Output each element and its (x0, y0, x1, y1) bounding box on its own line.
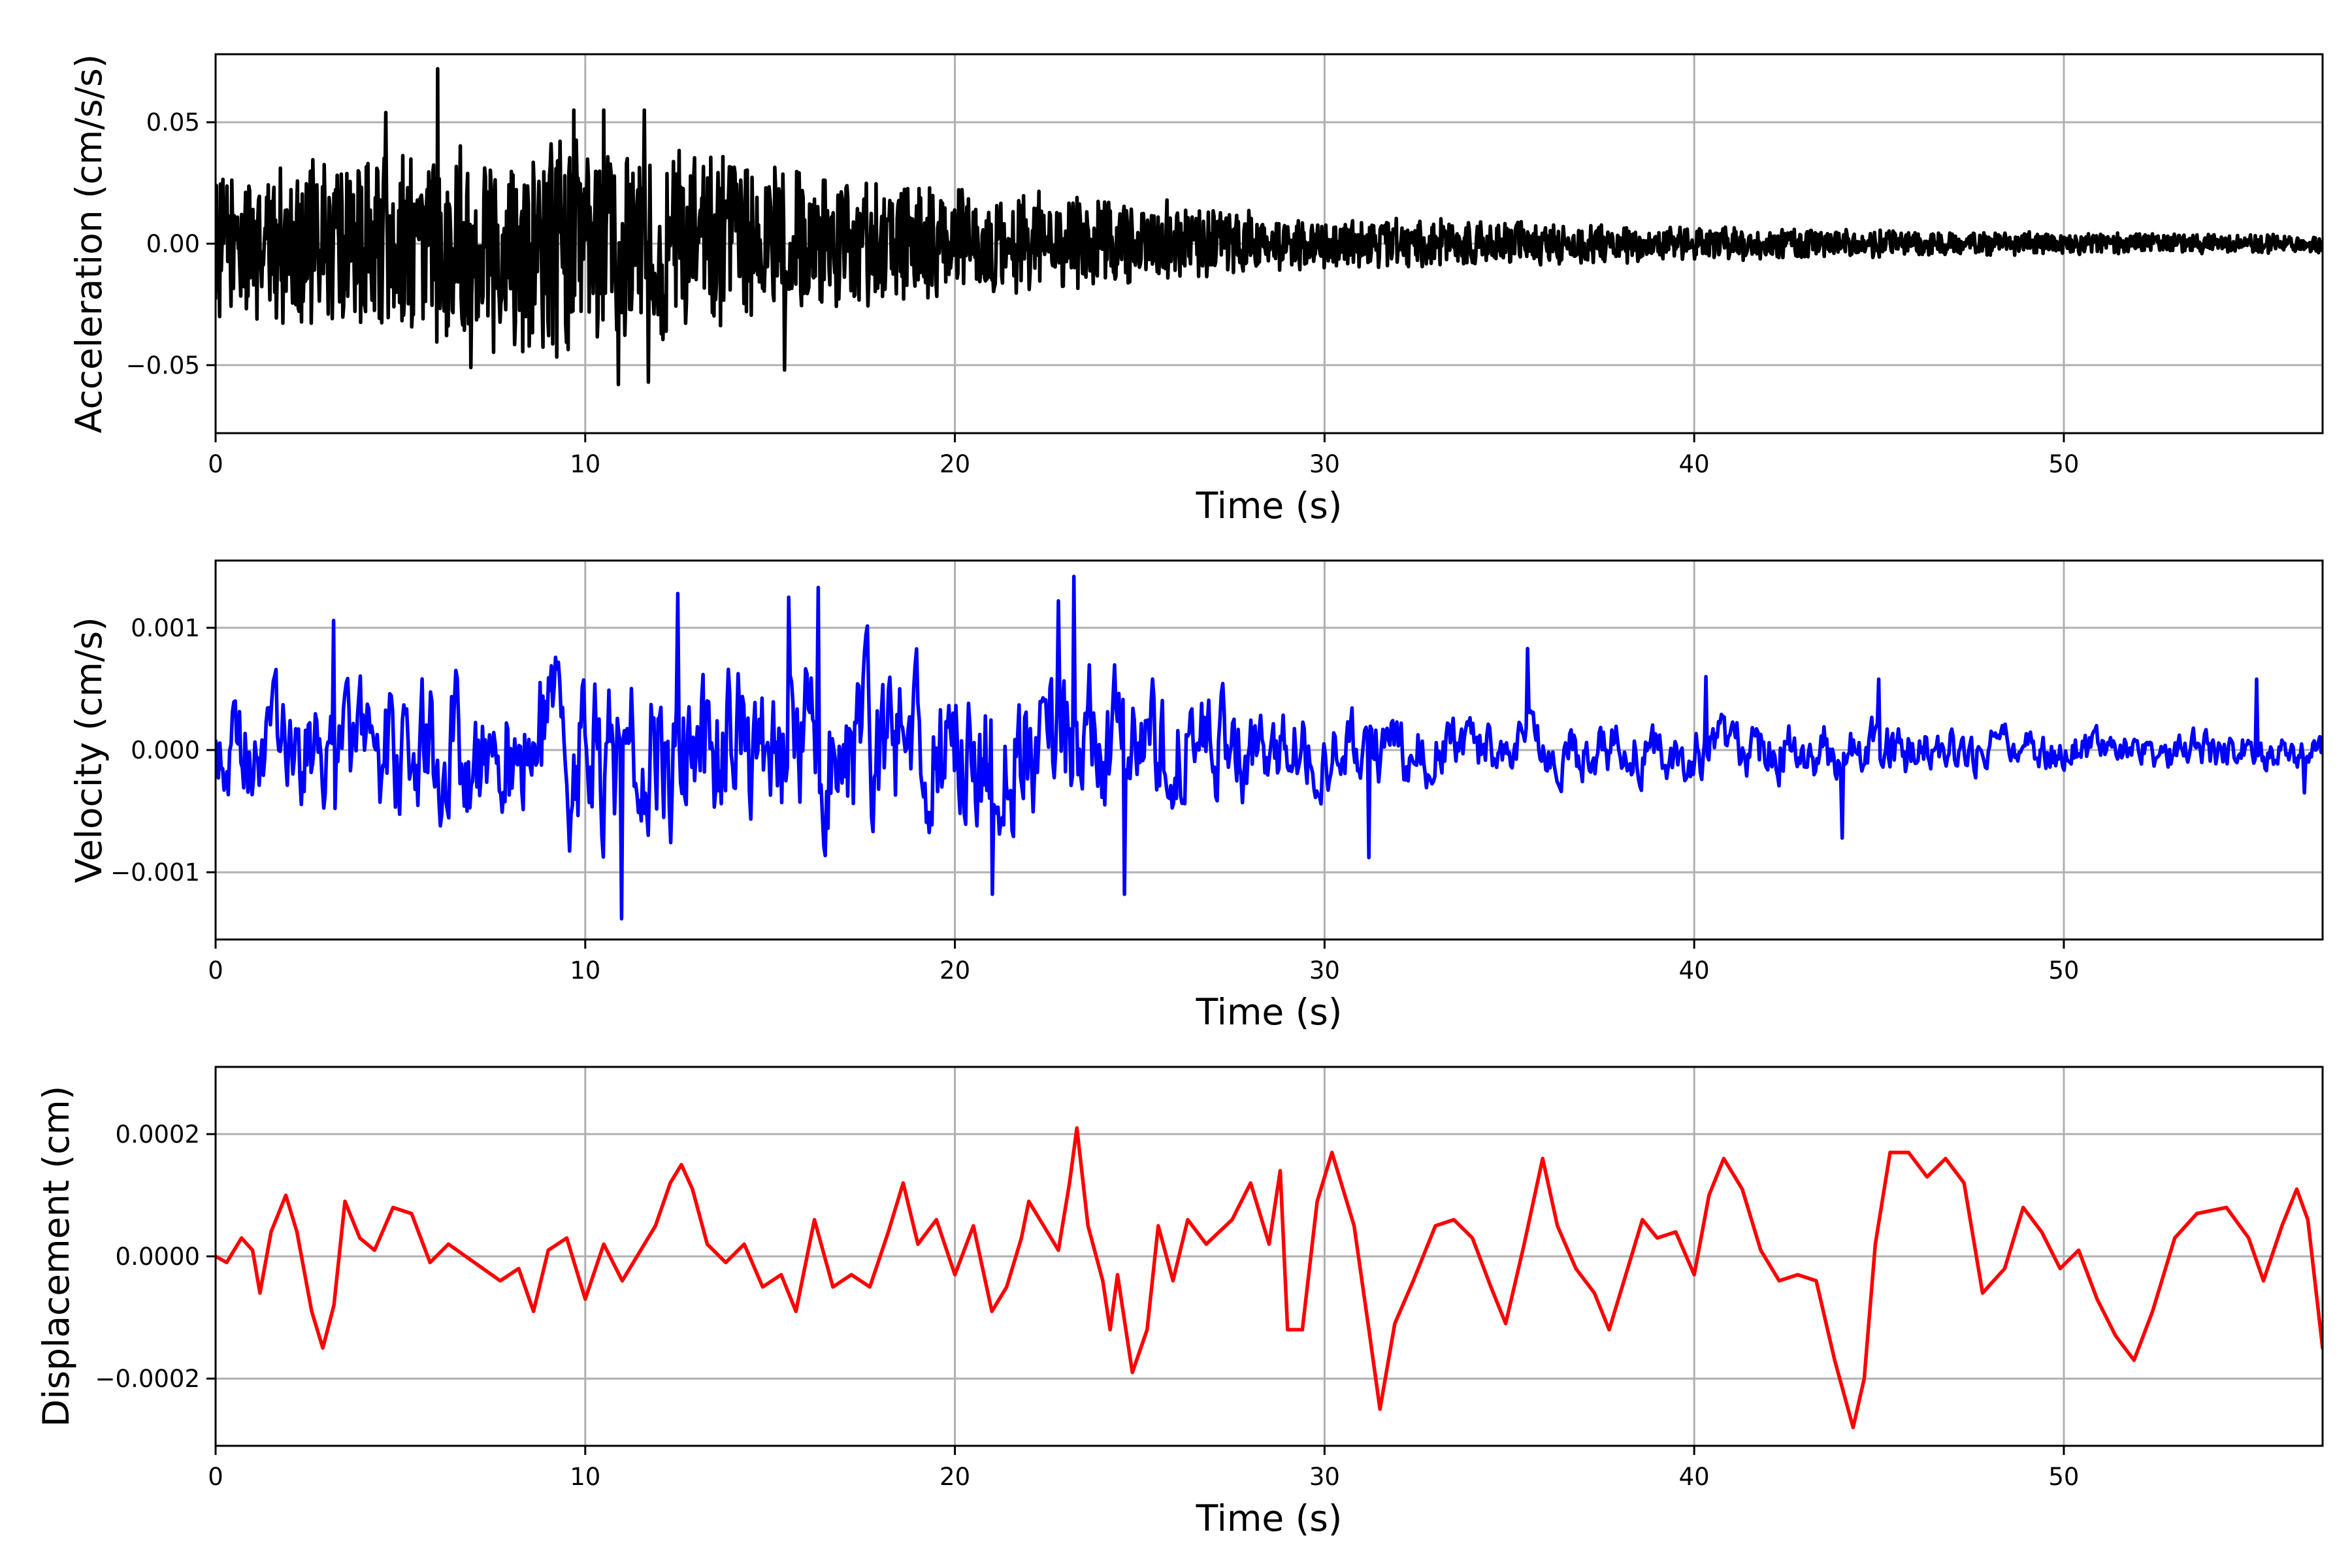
acceleration-ticks: 0 10 20 30 40 50 −0.05 0.00 0.05 (126, 108, 2080, 478)
acceleration-y-tick-label: 0.05 (146, 108, 200, 137)
acceleration-trace-group (216, 67, 2323, 387)
acceleration-x-tick-label: 10 (570, 450, 600, 478)
displacement-x-tick-label: 40 (1679, 1463, 1710, 1491)
velocity-x-tick-label: 40 (1679, 956, 1710, 985)
acceleration-y-tick-label: 0.00 (146, 230, 200, 258)
velocity-grid (214, 561, 2323, 939)
velocity-trace-group (216, 574, 2323, 921)
velocity-x-tick-label: 20 (939, 956, 970, 985)
acceleration-panel: 0 10 20 30 40 50 −0.05 0.00 0.05 Time (s) Accele… (68, 53, 2324, 527)
acceleration-y-axis-label: Acceleration (cm/s/s) (68, 54, 110, 433)
displacement-x-tick-label: 0 (208, 1463, 223, 1491)
displacement-series-line (216, 1126, 2323, 1429)
velocity-y-tick-label: −0.001 (110, 858, 200, 887)
displacement-y-axis-label: Displacement (cm) (35, 1086, 77, 1427)
velocity-y-tick-label: 0.001 (131, 614, 200, 642)
acceleration-x-tick-label: 0 (208, 450, 223, 478)
displacement-x-tick-label: 50 (2048, 1463, 2079, 1491)
acceleration-series-line (216, 67, 2323, 387)
displacement-grid (214, 1067, 2323, 1446)
velocity-panel: 0 10 20 30 40 50 −0.001 0.000 0.001 Time (s) Vel… (68, 559, 2324, 1033)
displacement-ticks: 0 10 20 30 40 50 −0.0002 0.0000 0.0002 (95, 1120, 2080, 1491)
acceleration-x-axis-label: Time (s) (1196, 485, 1343, 527)
displacement-trace-group (216, 1126, 2323, 1429)
velocity-y-axis-label: Velocity (cm/s) (68, 617, 110, 883)
acceleration-x-tick-label: 30 (1309, 450, 1340, 478)
acceleration-y-tick-label: −0.05 (126, 351, 200, 380)
displacement-y-tick-label: 0.0000 (116, 1243, 200, 1271)
displacement-x-tick-label: 20 (939, 1463, 970, 1491)
displacement-y-tick-label: 0.0002 (116, 1120, 200, 1149)
acceleration-x-tick-label: 40 (1679, 450, 1710, 478)
displacement-y-tick-label: −0.0002 (95, 1365, 200, 1393)
velocity-x-tick-label: 10 (570, 956, 600, 985)
acceleration-x-tick-label: 20 (939, 450, 970, 478)
velocity-ticks: 0 10 20 30 40 50 −0.001 0.000 0.001 (110, 614, 2079, 985)
displacement-x-tick-label: 10 (570, 1463, 600, 1491)
velocity-series-line (216, 574, 2323, 921)
velocity-x-axis-label: Time (s) (1196, 991, 1343, 1033)
acceleration-x-tick-label: 50 (2048, 450, 2079, 478)
velocity-x-tick-label: 50 (2048, 956, 2079, 985)
velocity-y-tick-label: 0.000 (131, 736, 200, 764)
velocity-x-tick-label: 0 (208, 956, 223, 985)
velocity-x-tick-label: 30 (1309, 956, 1340, 985)
displacement-x-axis-label: Time (s) (1196, 1497, 1343, 1539)
displacement-x-tick-label: 30 (1309, 1463, 1340, 1491)
